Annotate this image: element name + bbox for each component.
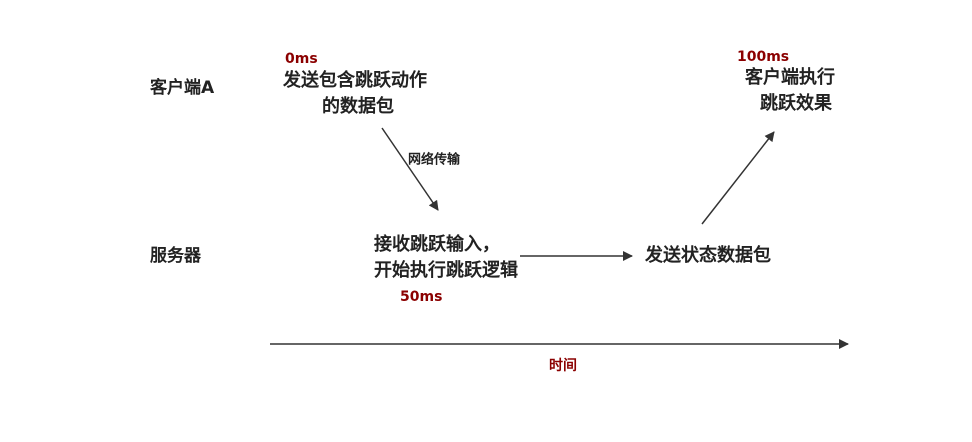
- lane-label: 服务器: [150, 245, 202, 266]
- lane-label: 客户端A: [149, 77, 215, 98]
- event-text: 客户端执行: [745, 66, 835, 88]
- event-text: 发送包含跳跃动作: [282, 69, 427, 91]
- transfer-label: 网络传输: [408, 152, 461, 168]
- event-text: 发送状态数据包: [644, 244, 771, 266]
- time-label: 100ms: [737, 49, 789, 65]
- axis-label: 时间: [549, 357, 577, 374]
- time-label: 0ms: [285, 51, 318, 67]
- event-text: 跳跃效果: [760, 92, 833, 114]
- arrow: [701, 131, 775, 225]
- time-label: 50ms: [400, 289, 442, 305]
- arrow: [381, 127, 439, 211]
- event-text: 开始执行跳跃逻辑: [374, 259, 518, 281]
- event-text: 的数据包: [322, 95, 394, 117]
- event-text: 接收跳跃输入，: [374, 233, 500, 255]
